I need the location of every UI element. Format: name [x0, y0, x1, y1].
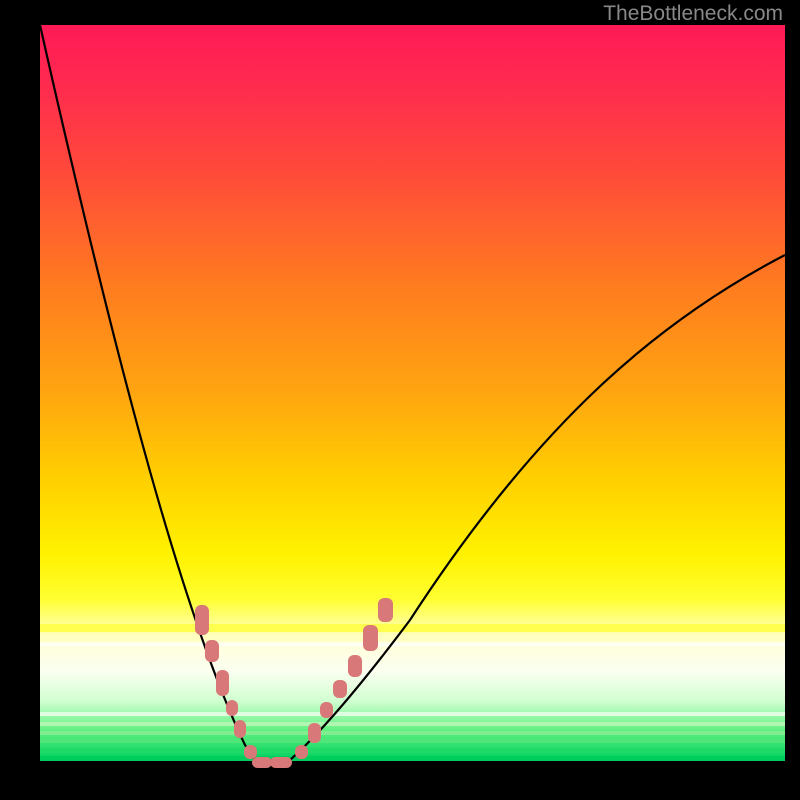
left-curve: [40, 25, 255, 760]
data-bead: [320, 702, 333, 718]
data-bead: [252, 757, 272, 768]
data-bead: [295, 745, 308, 759]
right-curve: [290, 255, 785, 760]
data-bead: [270, 757, 292, 768]
data-bead: [333, 680, 347, 698]
chart-container: [40, 25, 785, 760]
data-bead: [216, 670, 229, 696]
data-bead: [378, 598, 393, 622]
data-bead: [234, 720, 246, 738]
data-bead: [195, 605, 209, 635]
bottleneck-curves: [40, 25, 785, 760]
data-bead: [348, 655, 362, 677]
data-bead: [205, 640, 219, 662]
data-bead: [363, 625, 378, 651]
data-bead: [226, 700, 238, 716]
data-bead: [308, 723, 321, 743]
watermark-text: TheBottleneck.com: [603, 2, 783, 26]
